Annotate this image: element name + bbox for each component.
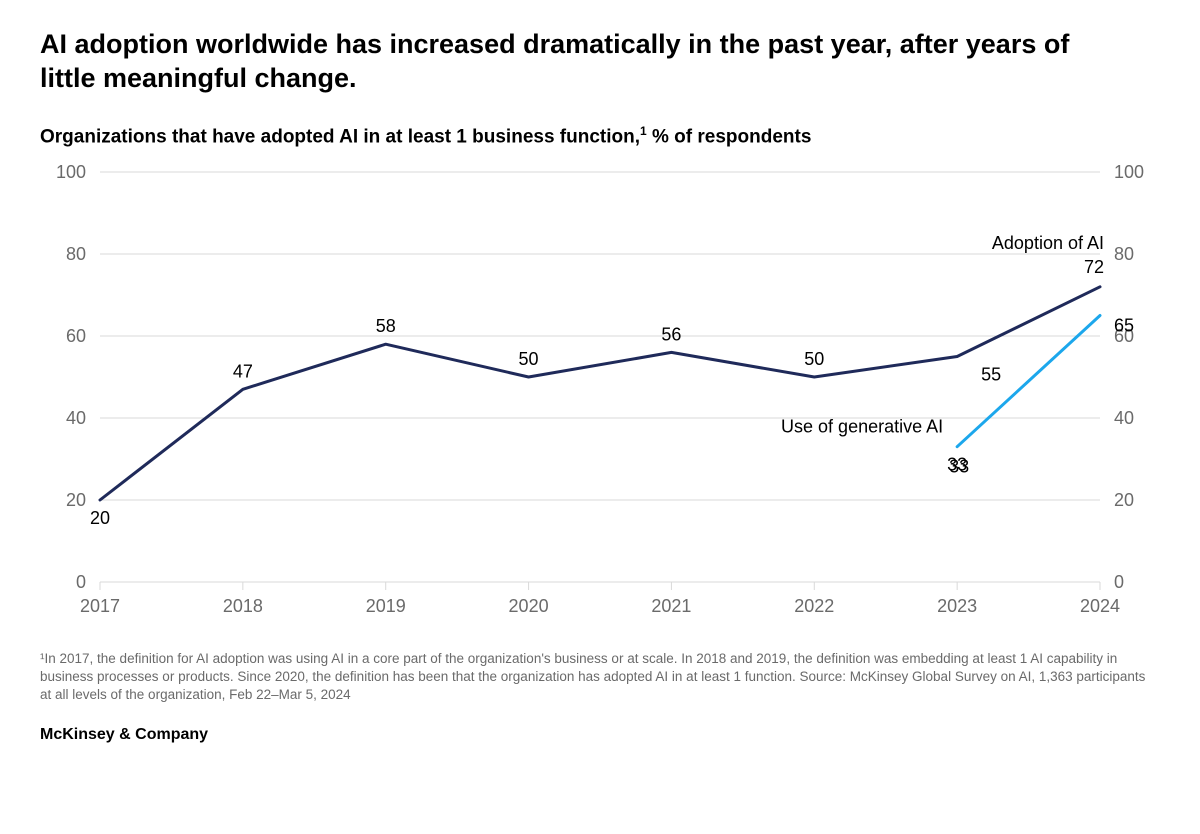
y-axis-label-right: 0 bbox=[1114, 572, 1124, 592]
value-label: 47 bbox=[233, 361, 253, 381]
brand-label: McKinsey & Company bbox=[40, 726, 1160, 744]
y-axis-label-left: 100 bbox=[56, 162, 86, 182]
value-label: 56 bbox=[661, 324, 681, 344]
subtitle-main: Organizations that have adopted AI in at… bbox=[40, 126, 640, 147]
x-axis-label: 2021 bbox=[651, 596, 691, 616]
x-axis-label: 2019 bbox=[366, 596, 406, 616]
y-axis-label-right: 80 bbox=[1114, 244, 1134, 264]
series-label: Adoption of AI bbox=[992, 233, 1104, 253]
y-axis-label-right: 100 bbox=[1114, 162, 1144, 182]
subtitle-sup: 1 bbox=[640, 124, 647, 138]
chart-footnote: ¹In 2017, the definition for AI adoption… bbox=[40, 650, 1160, 705]
value-label: 58 bbox=[376, 316, 396, 336]
x-axis-label: 2020 bbox=[509, 596, 549, 616]
y-axis-label-left: 80 bbox=[66, 244, 86, 264]
value-label: 55 bbox=[981, 364, 1001, 384]
x-axis-label: 2017 bbox=[80, 596, 120, 616]
value-label: 72 bbox=[1084, 257, 1104, 277]
y-axis-label-left: 60 bbox=[66, 326, 86, 346]
value-label: 33 bbox=[949, 457, 969, 477]
x-axis-label: 2022 bbox=[794, 596, 834, 616]
subtitle-tail: % of respondents bbox=[647, 126, 812, 147]
line-chart: 0020204040606080801001002017201820192020… bbox=[40, 162, 1160, 632]
y-axis-label-left: 20 bbox=[66, 490, 86, 510]
page: AI adoption worldwide has increased dram… bbox=[0, 0, 1200, 834]
chart-svg: 0020204040606080801001002017201820192020… bbox=[40, 162, 1160, 632]
value-label: 20 bbox=[90, 508, 110, 528]
y-axis-label-left: 40 bbox=[66, 408, 86, 428]
x-axis-label: 2024 bbox=[1080, 596, 1120, 616]
x-axis-label: 2023 bbox=[937, 596, 977, 616]
chart-title: AI adoption worldwide has increased dram… bbox=[40, 28, 1090, 96]
series-label: Use of generative AI bbox=[781, 417, 943, 437]
y-axis-label-right: 20 bbox=[1114, 490, 1134, 510]
series-line bbox=[957, 315, 1100, 446]
chart-subtitle: Organizations that have adopted AI in at… bbox=[40, 124, 1160, 148]
x-axis-label: 2018 bbox=[223, 596, 263, 616]
value-label: 65 bbox=[1114, 315, 1134, 335]
value-label: 50 bbox=[804, 349, 824, 369]
value-label: 50 bbox=[519, 349, 539, 369]
y-axis-label-left: 0 bbox=[76, 572, 86, 592]
y-axis-label-right: 40 bbox=[1114, 408, 1134, 428]
